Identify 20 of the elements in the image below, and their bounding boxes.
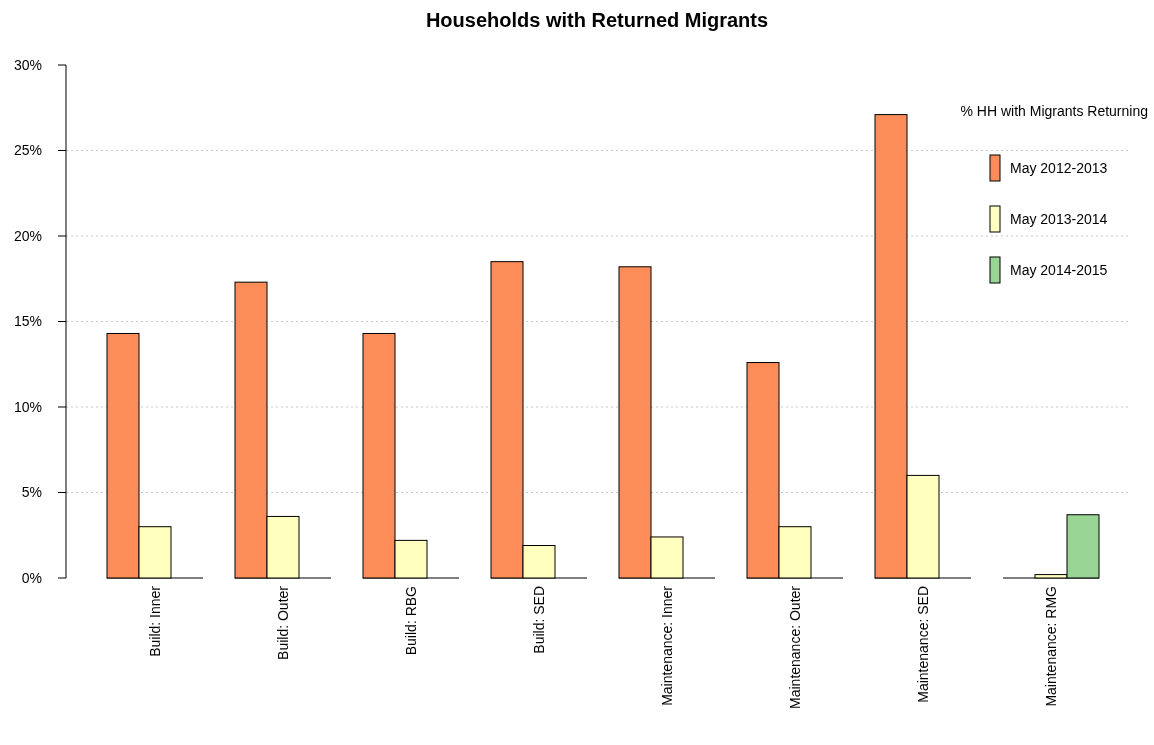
y-tick-label: 20% <box>13 227 42 244</box>
y-tick-label: 10% <box>13 398 42 415</box>
x-tick-label: Build: Inner <box>147 585 163 657</box>
x-tick-label: Build: SED <box>531 586 547 654</box>
y-tick-label: 0% <box>21 569 42 586</box>
x-tick-label: Maintenance: SED <box>915 586 931 703</box>
x-tick-label: Maintenance: RMG <box>1043 586 1059 707</box>
y-tick-label: 30% <box>13 56 42 73</box>
y-tick-label: 5% <box>21 484 42 501</box>
y-tick-label: 15% <box>13 313 42 330</box>
legend-label: May 2014-2015 <box>1010 261 1108 278</box>
x-tick-label: Build: RBG <box>403 586 419 656</box>
x-tick-label: Maintenance: Outer <box>787 585 803 709</box>
x-tick-label: Maintenance: Inner <box>659 585 675 706</box>
legend-label: May 2013-2014 <box>1010 210 1108 227</box>
chart-title: Households with Returned Migrants <box>425 9 769 31</box>
legend-label: May 2012-2013 <box>1010 159 1108 176</box>
x-tick-label: Build: Outer <box>275 585 291 660</box>
legend-title: % HH with Migrants Returning <box>960 103 1148 119</box>
y-tick-label: 25% <box>13 142 42 159</box>
